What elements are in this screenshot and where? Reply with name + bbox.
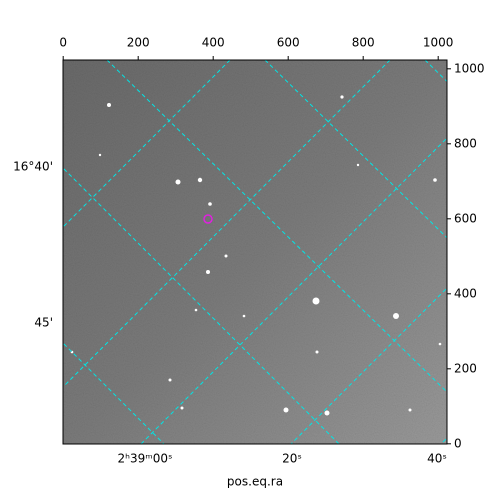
sky-image [63, 60, 447, 444]
x-tick-label: 1000 [423, 36, 454, 50]
y-tick-label: 400 [454, 286, 477, 300]
y-tick-label: 800 [454, 136, 477, 150]
x-tick-label: 400 [202, 36, 225, 50]
ra-tick-label: 40ˢ [427, 452, 447, 466]
y-tick-label: 0 [454, 436, 462, 450]
x-tick-label: 600 [277, 36, 300, 50]
target-marker [203, 214, 213, 224]
y-tick-label: 600 [454, 211, 477, 225]
ra-tick-label: 20ˢ [282, 452, 302, 466]
dec-tick-label: 16°40' [13, 160, 53, 174]
y-tick-label: 1000 [454, 61, 485, 75]
axes-frame [62, 59, 448, 445]
x-tick-label: 800 [352, 36, 375, 50]
x-tick-label: 200 [127, 36, 150, 50]
x-axis-label: pos.eq.ra [227, 475, 283, 489]
dec-tick-label: 45' [34, 316, 53, 330]
y-tick-label: 200 [454, 361, 477, 375]
x-tick-label: 0 [59, 36, 67, 50]
ra-tick-label: 2ʰ39ᵐ00ˢ [118, 452, 173, 466]
coordinate-grid [63, 60, 447, 444]
